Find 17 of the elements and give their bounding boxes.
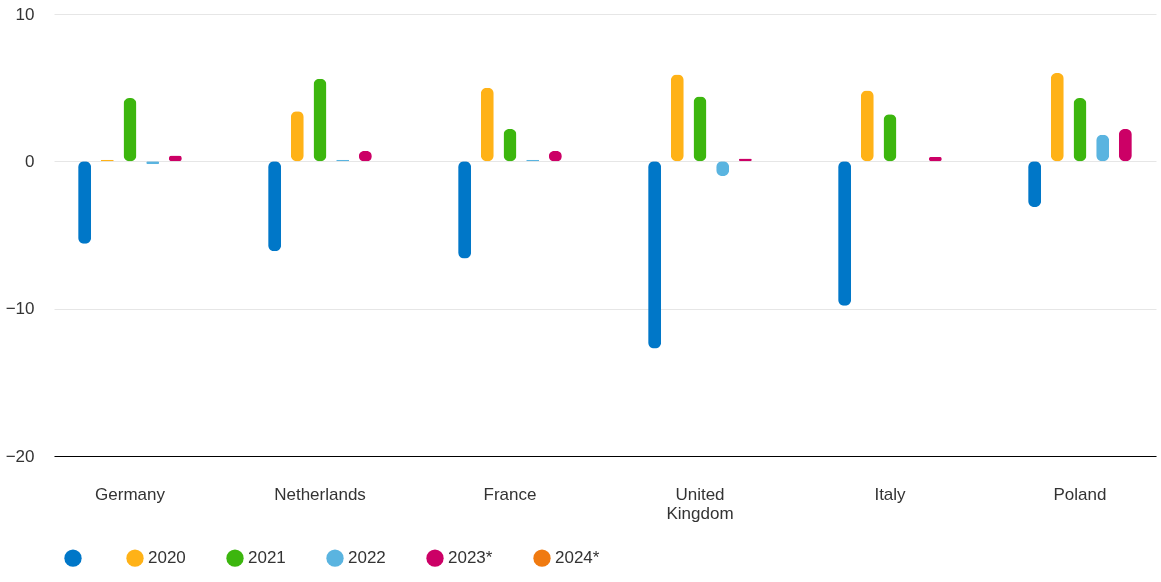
x-tick-label: France — [483, 484, 537, 504]
legend-label: 2022 — [348, 548, 386, 568]
bar — [648, 161, 662, 349]
y-tick-label: −10 — [5, 299, 35, 319]
y-tick-label: 10 — [15, 4, 35, 24]
x-tick-label: Netherlands — [274, 484, 366, 504]
x-tick-label: Germany — [95, 484, 166, 504]
legend-label: 2024* — [555, 548, 600, 568]
legend-label: 2020 — [148, 548, 186, 568]
legend-label: 2023* — [448, 548, 493, 568]
y-tick-label: −20 — [5, 446, 35, 466]
bar — [838, 161, 852, 306]
y-tick-label: 0 — [25, 151, 35, 171]
x-tick-label: Italy — [874, 484, 907, 504]
legend-label: 2021 — [248, 548, 286, 568]
x-tick-label: United Kingdom — [666, 484, 734, 523]
x-tick-label: Poland — [1053, 484, 1107, 504]
